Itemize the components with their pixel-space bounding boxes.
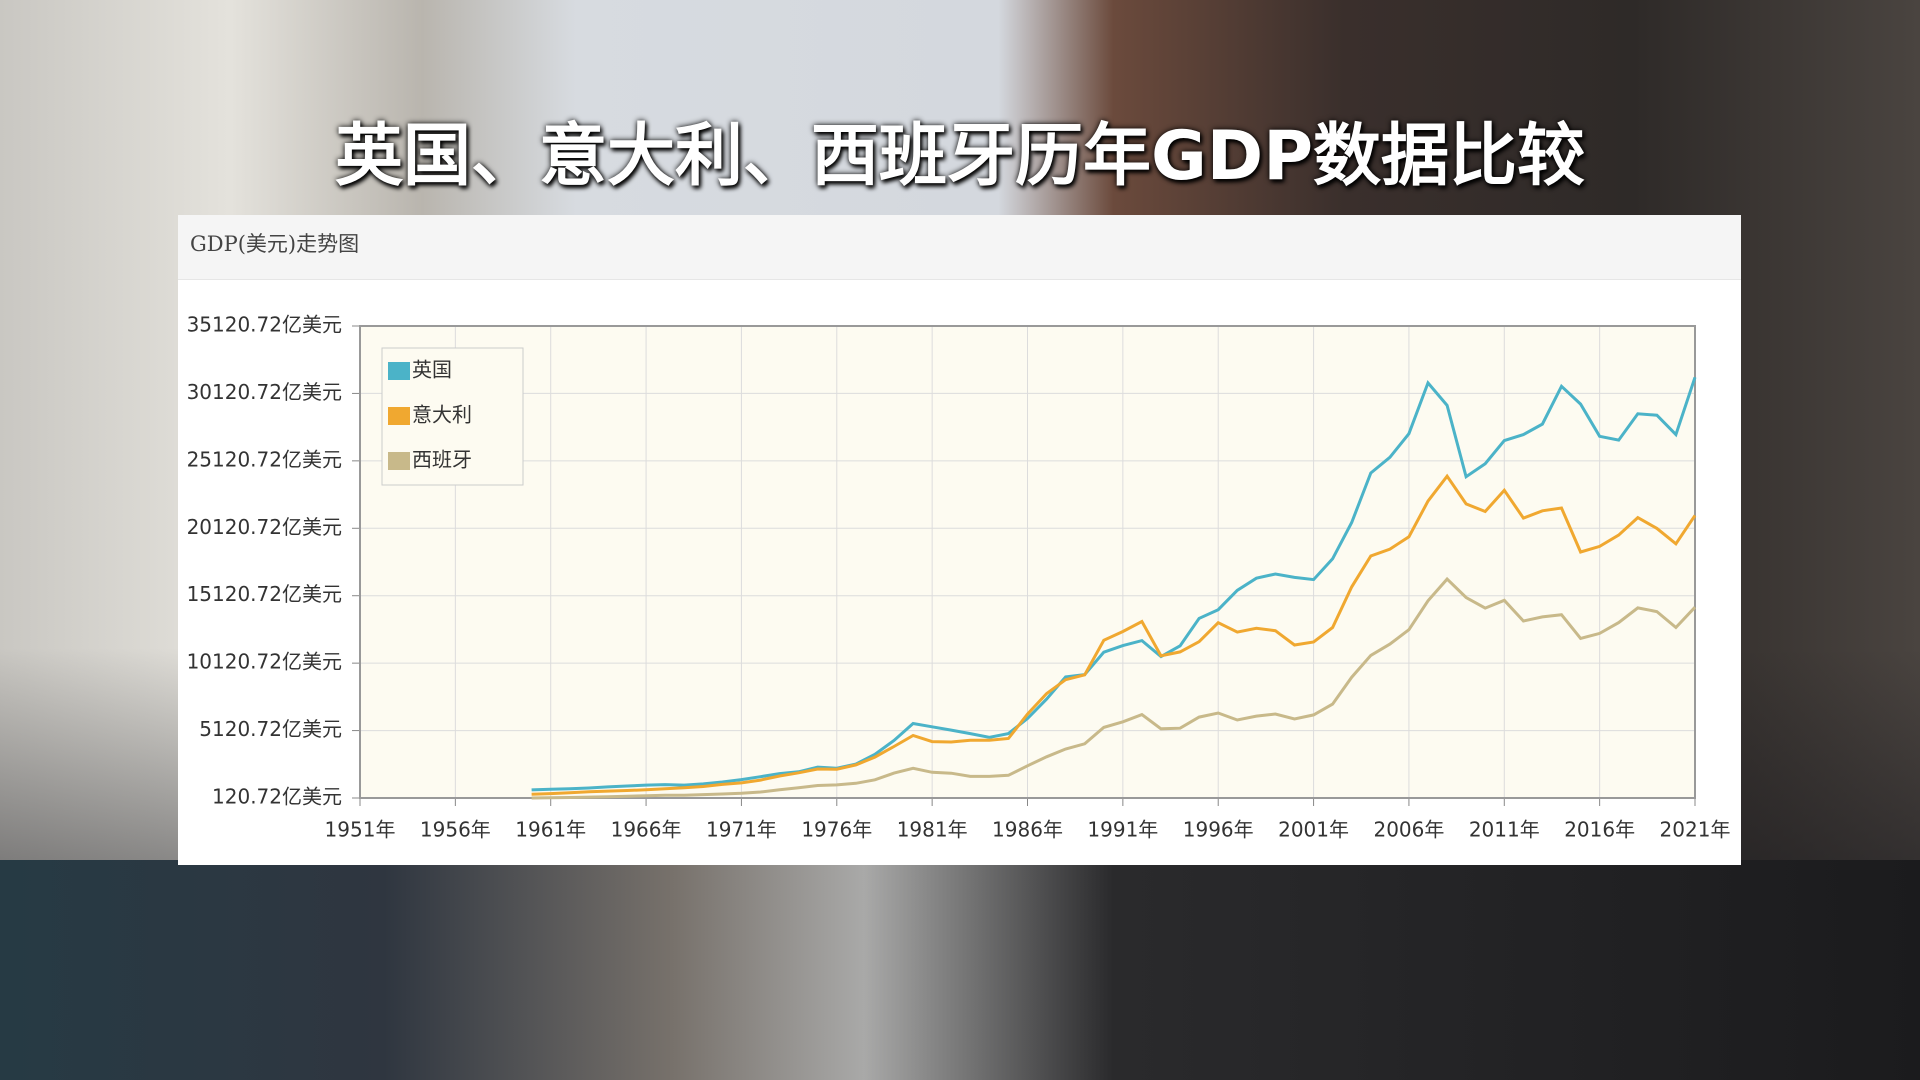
legend-swatch [388, 407, 410, 425]
line-series [531, 576, 1697, 800]
x-tick-label: 2001年 [1278, 818, 1349, 842]
x-tick-label: 1951年 [325, 818, 396, 842]
x-tick-label: 1961年 [515, 818, 586, 842]
x-tick-label: 1966年 [611, 818, 682, 842]
x-tick-label: 1956年 [420, 818, 491, 842]
x-tick-label: 2016年 [1564, 818, 1635, 842]
panel-title: GDP(美元)走势图 [178, 215, 1741, 280]
legend-swatch [388, 362, 410, 380]
y-tick-label: 120.72亿美元 [212, 785, 342, 809]
y-tick-label: 5120.72亿美元 [199, 717, 342, 741]
line-series [531, 473, 1697, 796]
x-tick-label: 1986年 [992, 818, 1063, 842]
x-tick-label: 2021年 [1660, 818, 1731, 842]
y-tick-label: 20120.72亿美元 [187, 515, 342, 539]
x-tick-label: 2011年 [1469, 818, 1540, 842]
legend-label: 意大利 [412, 403, 472, 427]
y-tick-label: 30120.72亿美元 [187, 380, 342, 404]
x-tick-label: 1976年 [801, 818, 872, 842]
line-series [531, 376, 1697, 792]
x-tick-label: 2006年 [1373, 818, 1444, 842]
y-tick-label: 35120.72亿美元 [187, 313, 342, 337]
legend-swatch [388, 452, 410, 470]
y-tick-label: 15120.72亿美元 [187, 582, 342, 606]
x-tick-label: 1971年 [706, 818, 777, 842]
plot-frame [359, 325, 1696, 799]
x-tick-label: 1981年 [897, 818, 968, 842]
legend-label: 西班牙 [412, 448, 472, 472]
x-tick-label: 1996年 [1183, 818, 1254, 842]
video-title: 英国、意大利、西班牙历年GDP数据比较 [334, 117, 1586, 196]
legend-label: 英国 [412, 358, 452, 382]
x-tick-label: 1991年 [1087, 818, 1158, 842]
background-street [0, 860, 1920, 1080]
y-tick-label: 25120.72亿美元 [187, 447, 342, 471]
y-tick-label: 10120.72亿美元 [187, 650, 342, 674]
